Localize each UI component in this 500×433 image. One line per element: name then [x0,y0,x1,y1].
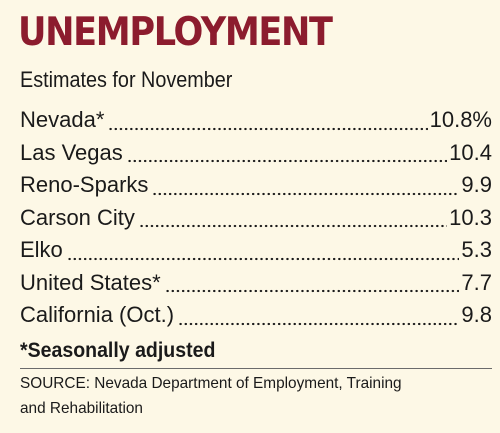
row-label: California (Oct.) [20,302,175,327]
source-credit: SOURCE: Nevada Department of Employment,… [20,371,423,421]
source-line: SOURCE: Nevada Department of Employment,… [20,375,402,392]
row-value: 9.8 [461,302,492,327]
dot-leader [66,238,460,261]
subtitle: Estimates for November [20,67,233,92]
row-value: 10.3 [449,204,492,230]
row-label: Las Vegas [20,139,123,165]
footnote: *Seasonally adjusted [20,339,216,362]
dot-leader [164,271,460,293]
source-line: and Rehabilitation [20,400,143,417]
rate-row-united-states: United States* 7.7 [20,267,492,300]
row-value: 10.8% [429,107,492,132]
dot-leader [126,141,448,163]
row-label: Reno-Sparks [20,172,149,197]
divider [20,368,492,369]
dot-leader [178,303,460,326]
row-label: Elko [20,237,63,262]
row-value: 10.4 [449,139,492,165]
row-label: United States* [20,269,161,295]
dot-leader [152,173,460,196]
row-label: Nevada* [20,107,105,132]
row-value: 5.3 [461,237,492,262]
dot-leader [108,108,428,131]
rate-row-elko: Elko 5.3 [20,234,492,267]
rate-list: Nevada* 10.8% Las Vegas 10.4 Reno-Sparks… [20,104,492,332]
graphic-title: UNEMPLOYMENT [18,10,333,55]
row-value: 7.7 [461,269,492,295]
row-label: Carson City [20,204,135,230]
rate-row-carson-city: Carson City 10.3 [20,202,492,235]
rate-row-las-vegas: Las Vegas 10.4 [20,137,492,170]
rate-row-california: California (Oct.) 9.8 [20,299,492,332]
row-value: 9.9 [461,172,492,197]
rate-row-nevada: Nevada* 10.8% [20,104,492,137]
rate-row-reno-sparks: Reno-Sparks 9.9 [20,169,492,202]
dot-leader [138,206,448,228]
